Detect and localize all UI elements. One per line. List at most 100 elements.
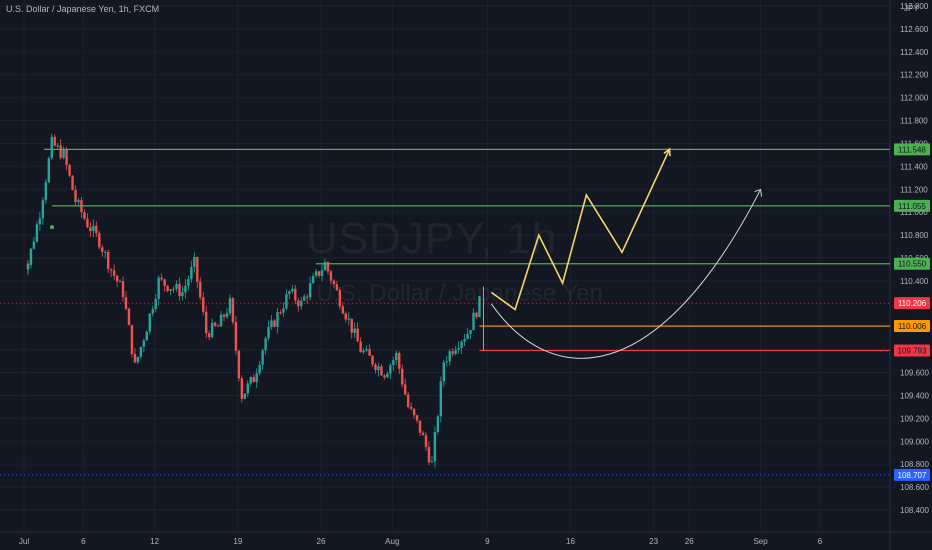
candle-body	[463, 338, 466, 342]
candle-body	[451, 351, 454, 354]
price-marker-label: 110.206	[898, 299, 927, 308]
candle-body	[303, 296, 306, 301]
candle-body	[335, 284, 339, 291]
candle-body	[305, 296, 309, 298]
candle-body	[368, 349, 371, 356]
candle-body	[109, 269, 113, 271]
candle-body	[356, 328, 359, 342]
y-tick-label: 109.000	[900, 437, 929, 446]
x-tick-label: Sep	[753, 537, 768, 546]
candle-body	[29, 248, 33, 265]
y-tick-label: 109.200	[900, 414, 929, 423]
candle-body	[249, 377, 252, 384]
candle-body	[95, 225, 98, 234]
candle-body	[359, 341, 362, 353]
candle-body	[389, 365, 392, 374]
level-price-label: 109.793	[898, 346, 927, 355]
candle-body	[202, 297, 205, 312]
candle-body	[409, 406, 413, 409]
x-tick-label: 12	[150, 537, 159, 546]
candle-body	[279, 312, 282, 314]
candle-body	[89, 227, 92, 232]
curve-arrowhead	[754, 188, 763, 197]
zigzag-projection[interactable]	[490, 148, 671, 311]
candle-body	[101, 247, 104, 252]
candle-body	[395, 352, 398, 361]
candle-body	[166, 285, 169, 291]
candle-body	[62, 149, 65, 158]
name-watermark: U.S. Dollar / Japanese Yen	[316, 280, 603, 307]
candle-body	[56, 145, 59, 147]
candle-body	[472, 312, 475, 331]
candle-body	[243, 393, 247, 399]
candle-body	[371, 355, 374, 365]
x-tick-label: 6	[818, 537, 823, 546]
candle-body	[291, 288, 294, 292]
candle-body	[288, 291, 291, 295]
candle-body	[118, 281, 122, 283]
candle-body	[210, 322, 214, 338]
candle-body	[50, 136, 53, 159]
candle-body	[231, 298, 235, 323]
candle-body	[26, 264, 30, 270]
candle-body	[442, 362, 445, 382]
currency-label: JPY	[904, 4, 919, 13]
candle-body	[127, 308, 131, 326]
candle-body	[59, 145, 62, 158]
candle-body	[267, 327, 270, 339]
candle-body	[252, 377, 255, 383]
candle-body	[466, 333, 469, 339]
candle-body	[430, 461, 434, 463]
candle-body	[92, 225, 95, 232]
candle-body	[273, 320, 276, 327]
candle-body	[237, 350, 241, 379]
candle-body	[65, 149, 68, 165]
candle-body	[317, 271, 321, 276]
candle-body	[386, 373, 389, 378]
candle-body	[439, 381, 443, 417]
candle-body	[169, 289, 172, 291]
curve-projection[interactable]	[490, 189, 762, 359]
y-tick-label: 110.800	[900, 231, 929, 240]
candle-body	[350, 318, 353, 333]
candle-body	[392, 360, 395, 366]
candle-body	[246, 383, 249, 394]
candle-body	[154, 299, 157, 310]
level-price-label: 111.548	[898, 145, 926, 154]
candle-body	[199, 281, 202, 298]
candle-body	[383, 375, 386, 378]
candle-body	[403, 384, 407, 395]
x-tick-label: 26	[685, 537, 694, 546]
y-tick-label: 112.200	[900, 71, 929, 80]
candle-body	[433, 432, 437, 462]
candle-body	[285, 294, 288, 309]
candle-body	[457, 347, 460, 350]
level-price-tag	[894, 143, 930, 156]
candle-body	[74, 189, 77, 202]
x-tick-label: Jul	[19, 537, 29, 546]
candle-body	[225, 313, 229, 317]
candle-body	[311, 275, 315, 284]
candle-body	[160, 277, 163, 280]
level-price-label: 111.055	[898, 202, 926, 211]
candle-body	[35, 224, 39, 242]
candle-body	[190, 266, 193, 280]
candle-body	[365, 349, 368, 351]
candle-body	[148, 313, 151, 332]
candle-body	[193, 256, 196, 267]
candle-body	[436, 416, 440, 433]
candle-body	[347, 318, 350, 320]
x-tick-label: 23	[649, 537, 658, 546]
candle-body	[157, 277, 160, 300]
y-tick-label: 109.600	[900, 369, 929, 378]
candle-body	[308, 283, 312, 298]
candle-body	[320, 270, 324, 276]
candle-body	[207, 333, 211, 338]
candle-body	[142, 340, 146, 347]
candle-body	[121, 281, 125, 298]
candle-body	[71, 175, 74, 190]
candle-body	[196, 256, 199, 282]
candle-body	[326, 262, 330, 272]
candle-body	[86, 218, 89, 228]
